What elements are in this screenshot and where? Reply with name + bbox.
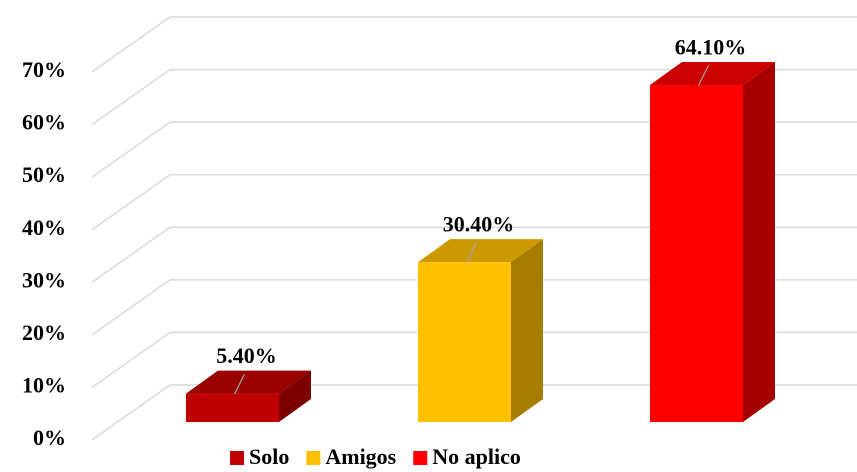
y-tick-label: 50%	[22, 162, 66, 187]
data-label: 5.40%	[216, 343, 277, 368]
legend-swatch	[306, 451, 321, 465]
leader-line	[465, 242, 478, 263]
bar-top	[418, 239, 543, 263]
bar-top	[650, 62, 775, 86]
legend-label: Amigos	[325, 444, 396, 469]
legend-swatch	[413, 451, 428, 465]
bar	[650, 85, 743, 422]
bar	[418, 262, 511, 422]
grid-line	[91, 384, 857, 441]
grid-line	[91, 16, 857, 73]
grid-line	[91, 226, 857, 283]
leader-line	[697, 65, 710, 86]
grid-line	[91, 68, 857, 126]
y-tick-label: 0%	[33, 425, 66, 450]
bar-side	[279, 370, 311, 422]
grid-line	[91, 331, 857, 389]
grid-line	[91, 121, 857, 178]
bar-side	[743, 62, 775, 422]
leader-line	[233, 373, 246, 395]
y-tick-label: 10%	[22, 372, 66, 397]
bar	[186, 393, 279, 422]
bar-side	[511, 239, 543, 422]
data-label: 64.10%	[675, 35, 747, 60]
legend-label: No aplico	[432, 444, 521, 469]
y-tick-label: 40%	[22, 215, 66, 240]
legend-label: Solo	[249, 444, 289, 469]
y-tick-label: 20%	[22, 320, 66, 345]
y-tick-label: 30%	[22, 267, 66, 292]
data-label: 30.40%	[443, 212, 515, 237]
y-tick-label: 70%	[22, 57, 66, 82]
grid-line	[91, 279, 857, 336]
bar-top	[186, 370, 311, 394]
y-tick-label: 60%	[22, 110, 66, 135]
grid-line	[91, 173, 857, 231]
legend-swatch	[230, 451, 244, 465]
